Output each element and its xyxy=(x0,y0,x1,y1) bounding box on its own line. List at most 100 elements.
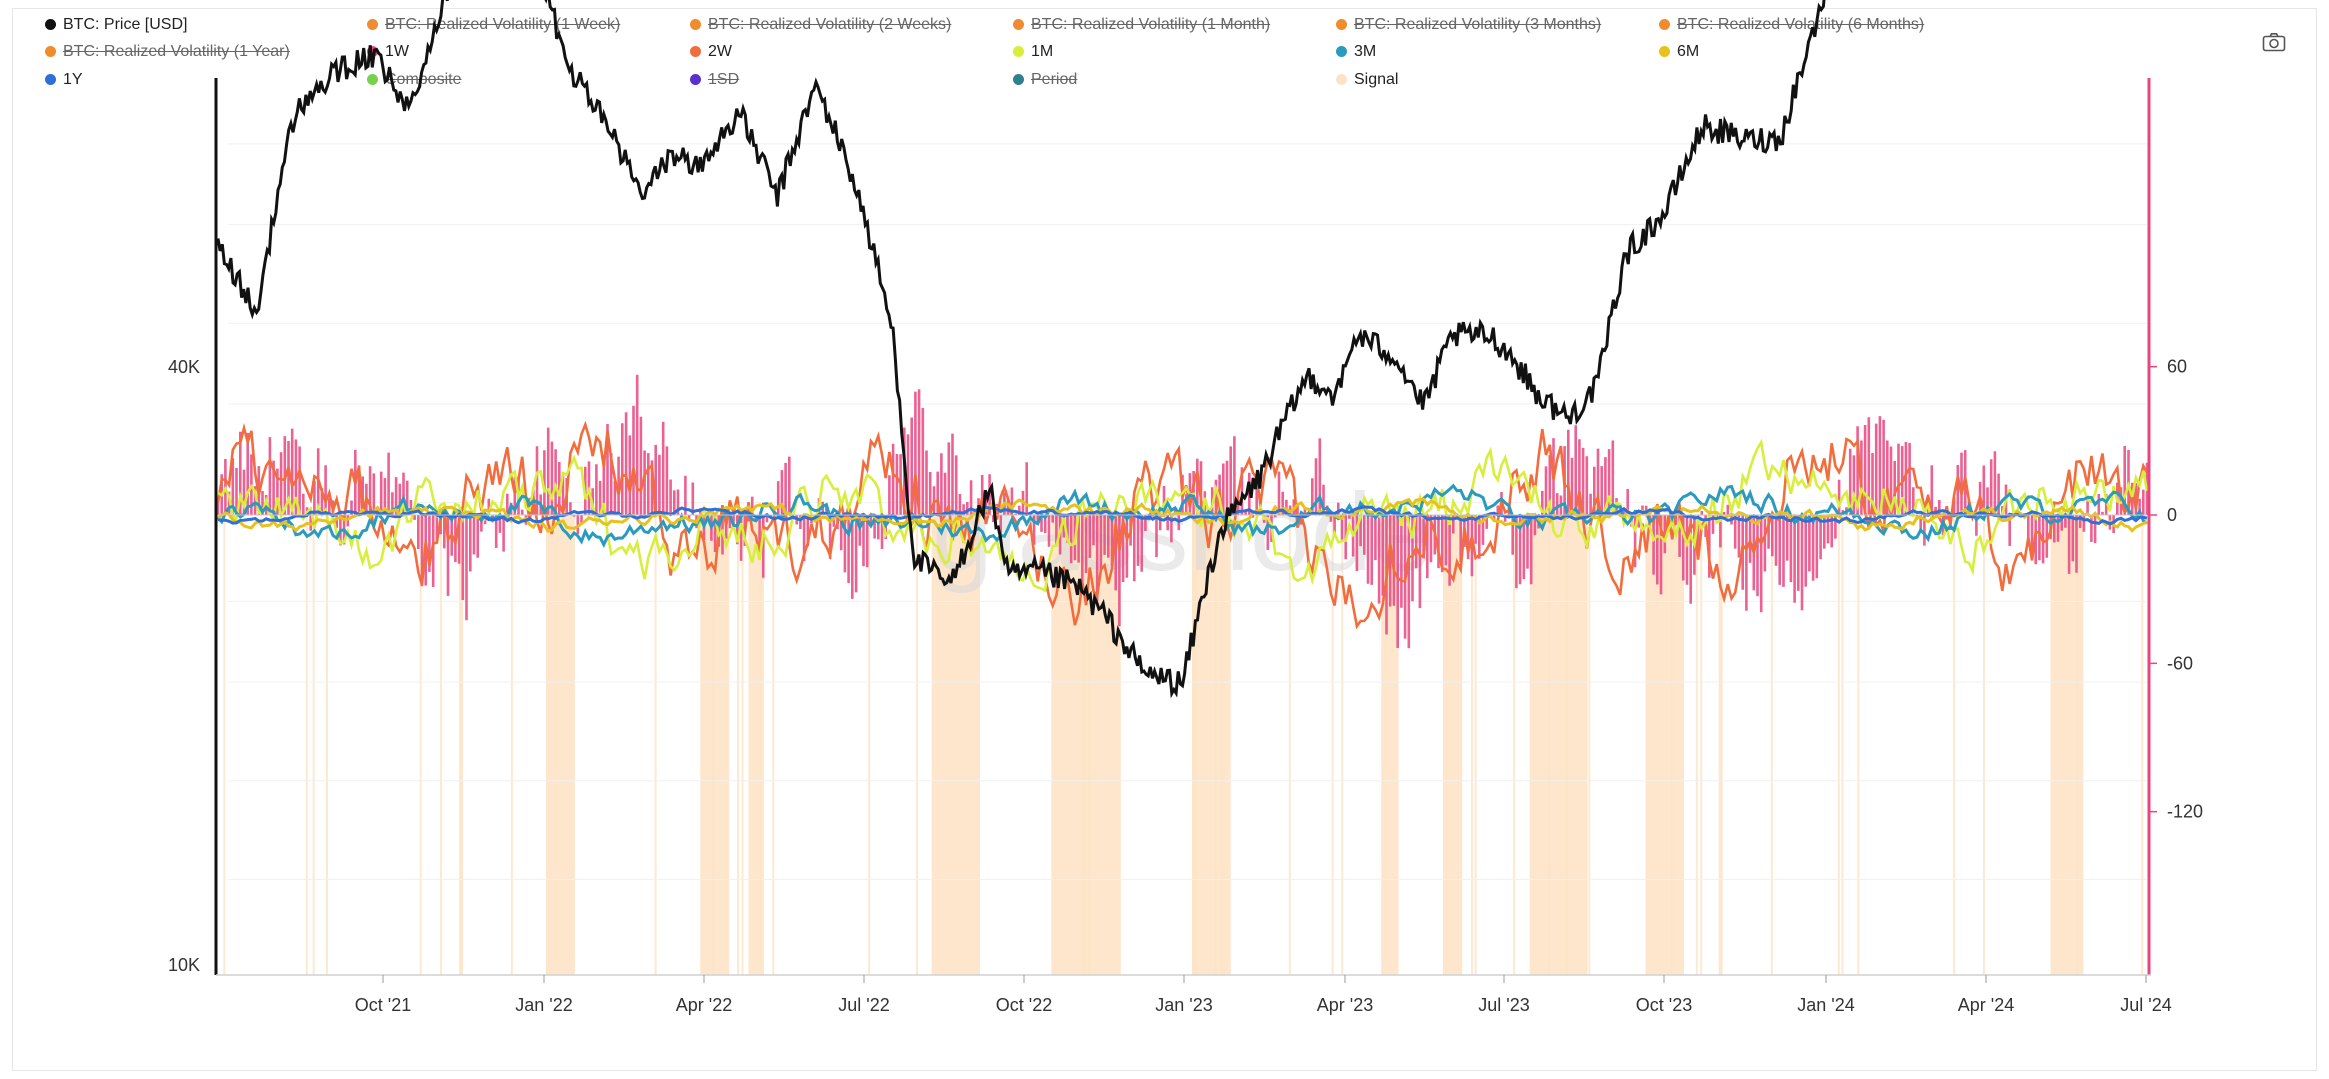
signal-band xyxy=(760,515,763,975)
y-right-tick-label: 60 xyxy=(2167,357,2187,377)
signal-band xyxy=(1331,515,1334,975)
signal-band xyxy=(545,515,575,975)
chart-frame xyxy=(12,8,2317,1071)
signal-band xyxy=(1529,515,1588,975)
legend: BTC: Price [USD] BTC: Realized Volatility… xyxy=(0,0,2329,110)
signal-band xyxy=(916,515,919,975)
signal-band xyxy=(748,515,764,975)
signal-band xyxy=(2050,515,2084,975)
legend-item-1m[interactable]: 1M xyxy=(1013,42,1053,62)
legend-swatch xyxy=(690,46,701,57)
legend-item-2w[interactable]: 2W xyxy=(690,42,732,62)
signal-band xyxy=(1470,515,1473,975)
series-btc-price xyxy=(216,0,1826,699)
signal-band xyxy=(1670,515,1673,975)
legend-item-composite[interactable]: Composite xyxy=(367,70,461,90)
signal-band xyxy=(1547,515,1550,975)
x-tick-label: Jul '23 xyxy=(1478,995,1529,1015)
legend-label: BTC: Price [USD] xyxy=(63,16,188,33)
legend-item-1sd[interactable]: 1SD xyxy=(690,70,739,90)
signal-band xyxy=(1837,515,1840,975)
legend-label: BTC: Realized Volatility (1 Year) xyxy=(63,43,290,60)
signal-band xyxy=(1474,515,1477,975)
legend-label: BTC: Realized Volatility (6 Months) xyxy=(1677,16,1925,33)
signal-band xyxy=(772,515,775,975)
x-tick-label: Jul '24 xyxy=(2120,995,2171,1015)
y-right-tick-label: -60 xyxy=(2167,653,2193,673)
legend-swatch xyxy=(1336,74,1347,85)
signal-band xyxy=(1588,515,1591,975)
legend-item-btc-realized-volatility-1-month[interactable]: BTC: Realized Volatility (1 Month) xyxy=(1013,15,1270,35)
signal-band xyxy=(736,515,739,975)
camera-icon[interactable] xyxy=(2262,32,2286,52)
signal-band xyxy=(654,515,657,975)
signal-band xyxy=(1700,515,1703,975)
y-left-tick-label: 40K xyxy=(168,357,200,377)
legend-swatch xyxy=(1336,46,1347,57)
signal-band xyxy=(868,515,871,975)
signal-band xyxy=(2141,515,2144,975)
signal-band xyxy=(1645,515,1685,975)
signal-band xyxy=(325,515,328,975)
signal-band xyxy=(510,515,513,975)
signal-band xyxy=(1982,515,1985,975)
legend-item-btc-price-usd[interactable]: BTC: Price [USD] xyxy=(45,15,187,35)
legend-swatch xyxy=(367,46,378,57)
signal-band xyxy=(1220,515,1223,975)
signal-band xyxy=(931,515,980,975)
legend-label: 1W xyxy=(385,43,409,60)
legend-swatch xyxy=(1013,46,1024,57)
y-right-tick-label: 0 xyxy=(2167,505,2177,525)
x-tick-label: Oct '23 xyxy=(1636,995,1692,1015)
signal-band xyxy=(712,515,715,975)
signal-band xyxy=(1513,515,1516,975)
legend-swatch xyxy=(690,74,701,85)
signal-band xyxy=(459,515,463,975)
signal-band xyxy=(1695,515,1698,975)
signal-band xyxy=(1770,515,1773,975)
signal-band xyxy=(1288,515,1291,975)
signal-band xyxy=(1442,515,1463,975)
signal-band xyxy=(1718,515,1723,975)
signal-band xyxy=(223,515,226,975)
legend-item-3m[interactable]: 3M xyxy=(1336,42,1376,62)
legend-item-btc-realized-volatility-2-weeks[interactable]: BTC: Realized Volatility (2 Weeks) xyxy=(690,15,951,35)
legend-swatch xyxy=(690,19,701,30)
legend-item-period[interactable]: Period xyxy=(1013,70,1077,90)
legend-swatch xyxy=(1013,19,1024,30)
series-2w xyxy=(216,420,2149,630)
legend-label: BTC: Realized Volatility (2 Weeks) xyxy=(708,16,952,33)
legend-swatch xyxy=(1336,19,1347,30)
signal-band xyxy=(1341,515,1344,975)
legend-label: 2W xyxy=(708,43,732,60)
signal-band xyxy=(312,515,315,975)
series-1y xyxy=(217,505,2148,526)
signal-band xyxy=(419,515,422,975)
legend-item-6m[interactable]: 6M xyxy=(1659,42,1699,62)
signal-band xyxy=(1192,515,1195,975)
x-tick-label: Jan '23 xyxy=(1155,995,1212,1015)
y-right-tick-label: -120 xyxy=(2167,802,2203,822)
signal-band xyxy=(1214,515,1217,975)
legend-item-btc-realized-volatility-1-week[interactable]: BTC: Realized Volatility (1 Week) xyxy=(367,15,620,35)
legend-label: BTC: Realized Volatility (1 Week) xyxy=(385,16,621,33)
legend-item-1y[interactable]: 1Y xyxy=(45,70,83,90)
legend-label: Period xyxy=(1031,71,1078,88)
legend-swatch xyxy=(45,74,56,85)
signal-band xyxy=(1953,515,1956,975)
x-tick-label: Apr '24 xyxy=(1958,995,2014,1015)
signal-band xyxy=(741,515,744,975)
x-tick-label: Jul '22 xyxy=(838,995,889,1015)
legend-item-signal[interactable]: Signal xyxy=(1336,70,1398,90)
legend-item-btc-realized-volatility-1-year[interactable]: BTC: Realized Volatility (1 Year) xyxy=(45,42,290,62)
x-tick-label: Apr '23 xyxy=(1317,995,1373,1015)
legend-label: BTC: Realized Volatility (3 Months) xyxy=(1354,16,1602,33)
legend-swatch xyxy=(1013,74,1024,85)
x-tick-label: Oct '22 xyxy=(996,995,1052,1015)
signal-band xyxy=(439,515,442,975)
legend-label: 1Y xyxy=(63,71,83,88)
legend-item-1w[interactable]: 1W xyxy=(367,42,409,62)
legend-label: BTC: Realized Volatility (1 Month) xyxy=(1031,16,1271,33)
legend-item-btc-realized-volatility-6-months[interactable]: BTC: Realized Volatility (6 Months) xyxy=(1659,15,1924,35)
legend-item-btc-realized-volatility-3-months[interactable]: BTC: Realized Volatility (3 Months) xyxy=(1336,15,1601,35)
